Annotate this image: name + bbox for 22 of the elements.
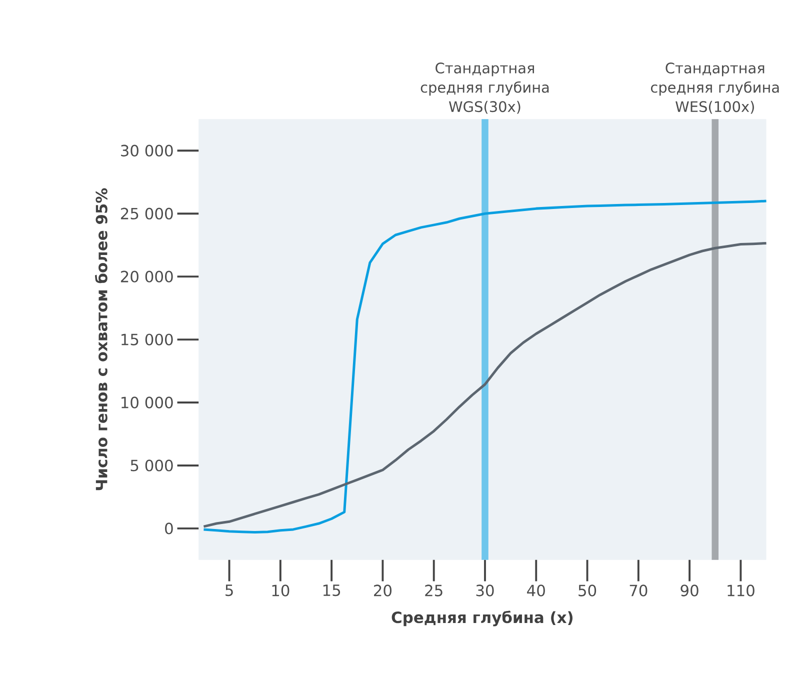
x-tick-label: 20 xyxy=(374,584,392,596)
x-tick-label: 30 xyxy=(476,584,494,596)
x-tick-label: 40 xyxy=(527,584,545,596)
y-tick-label: 5 000 xyxy=(130,460,173,472)
y-tick-label: 20 000 xyxy=(120,270,173,282)
x-tick-label: 70 xyxy=(630,584,648,596)
y-tick-label: 0 xyxy=(165,522,173,534)
y-axis-title: Число генов с охватом более 95% xyxy=(94,188,108,490)
x-tick-label: 10 xyxy=(272,584,290,596)
x-tick-label: 5 xyxy=(226,584,233,596)
y-tick-label: 15 000 xyxy=(122,334,173,346)
x-tick-label: 15 xyxy=(323,584,340,596)
x-tick-label: 90 xyxy=(680,584,698,596)
y-tick-label: 25 000 xyxy=(120,208,173,220)
ref-line-label: Стандартная средняя глубина WGS(30x) xyxy=(420,62,549,114)
x-tick-label: 25 xyxy=(425,584,442,596)
y-tick-label: 10 000 xyxy=(122,396,173,408)
x-tick-label: 110 xyxy=(728,584,754,596)
text: Стандартная средняя глубина WES(100x) xyxy=(651,62,779,114)
y-tick-label: 30 000 xyxy=(121,144,173,156)
x-tick-label: 50 xyxy=(578,584,596,596)
x-axis-title: Средняя глубина (x) xyxy=(392,610,572,626)
